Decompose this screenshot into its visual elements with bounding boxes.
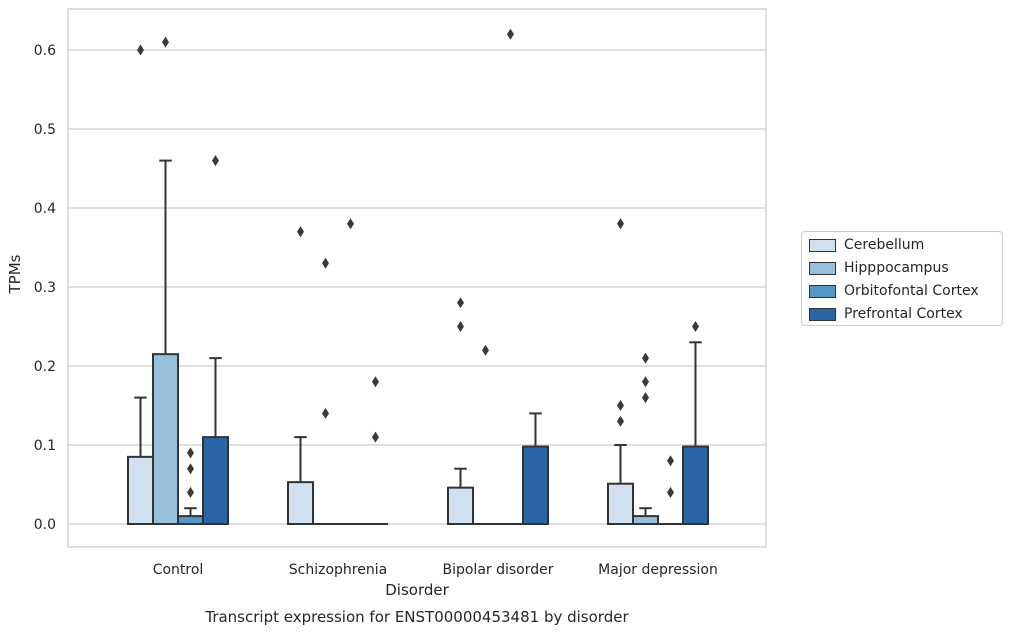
outlier-point — [187, 447, 194, 459]
plot-area-background — [68, 9, 766, 547]
legend-item: Prefrontal Cortex — [809, 305, 963, 323]
x-tick-label: Bipolar disorder — [442, 562, 553, 578]
box-cerebellum — [287, 436, 314, 526]
legend-swatch — [809, 284, 836, 298]
outlier-point — [667, 455, 674, 467]
box-hipppocampus — [152, 159, 179, 525]
box-rect — [287, 481, 314, 526]
box-rect — [177, 515, 204, 525]
outlier-point — [617, 415, 624, 427]
y-tick-label: 0.2 — [34, 359, 56, 375]
x-tick-labels: Control Schizophrenia Bipolar disorder Majo… — [153, 562, 718, 578]
outlier-point — [692, 321, 699, 332]
y-tick-label: 0.6 — [34, 43, 56, 59]
y-tick-label: 0.5 — [34, 122, 56, 138]
box-rect — [632, 515, 659, 525]
box-rect — [522, 445, 549, 525]
outlier-point — [667, 486, 674, 498]
outlier-point — [507, 28, 514, 40]
outlier-point — [482, 344, 489, 356]
x-tick-label: Major depression — [598, 562, 718, 578]
outlier-points — [137, 28, 699, 498]
outlier-point — [617, 400, 624, 411]
box-rect — [607, 482, 634, 525]
outlier-point — [457, 297, 464, 309]
legend-swatch — [809, 238, 836, 252]
outlier-point — [162, 36, 169, 48]
outlier-point — [297, 226, 304, 238]
legend-label: Hipppocampus — [844, 260, 949, 276]
outlier-point — [322, 257, 329, 269]
y-tick-label: 0.1 — [34, 438, 56, 454]
outlier-point — [187, 463, 194, 475]
legend: Cerebellum Hipppocampus Orbitofontal Corte… — [801, 231, 1003, 326]
legend-item: Hipppocampus — [809, 259, 949, 277]
x-tick-label: Schizophrenia — [289, 562, 387, 578]
box-series — [127, 159, 709, 526]
x-tick-label: Control — [153, 562, 204, 578]
outlier-point — [137, 44, 144, 56]
legend-label: Prefrontal Cortex — [844, 306, 963, 322]
outlier-point — [457, 321, 464, 332]
y-tick-label: 0.0 — [34, 517, 56, 533]
legend-item: Orbitofontal Cortex — [809, 282, 979, 300]
outlier-point — [372, 431, 379, 443]
box-rect — [127, 455, 154, 526]
box-rect — [682, 445, 709, 525]
outlier-point — [642, 392, 649, 404]
y-tick-label: 0.4 — [34, 201, 56, 217]
x-axis-label: Disorder — [385, 581, 449, 599]
outlier-point — [642, 352, 649, 364]
chart-title: Transcript expression for ENST0000045348… — [204, 608, 629, 626]
legend-swatch — [809, 307, 836, 321]
box-cerebellum — [447, 467, 474, 526]
plot-frame — [67, 8, 767, 548]
legend-item: Cerebellum — [809, 236, 924, 254]
box-cerebellum — [127, 396, 154, 526]
legend-label: Orbitofontal Cortex — [844, 283, 979, 299]
y-tick-label: 0.3 — [34, 280, 56, 296]
box-hipppocampus — [632, 507, 659, 525]
box-prefrontal-cortex — [522, 412, 549, 525]
outlier-point — [617, 218, 624, 230]
y-axis-label: TPMs — [6, 254, 24, 294]
box-prefrontal-cortex — [682, 341, 709, 525]
box-rect — [447, 486, 474, 526]
box-rect — [202, 436, 229, 526]
legend-label: Cerebellum — [844, 237, 925, 253]
box-cerebellum — [607, 444, 634, 525]
legend-swatch — [809, 261, 836, 275]
box-prefrontal-cortex — [202, 357, 229, 526]
outlier-point — [347, 218, 354, 230]
outlier-point — [322, 407, 329, 419]
outlier-point — [642, 376, 649, 388]
outlier-point — [212, 155, 219, 167]
outlier-point — [372, 376, 379, 388]
outlier-point — [187, 486, 194, 498]
y-tick-labels: 0.0 0.1 0.2 0.3 0.4 0.5 0.6 — [34, 43, 56, 533]
box-rect — [152, 353, 179, 525]
